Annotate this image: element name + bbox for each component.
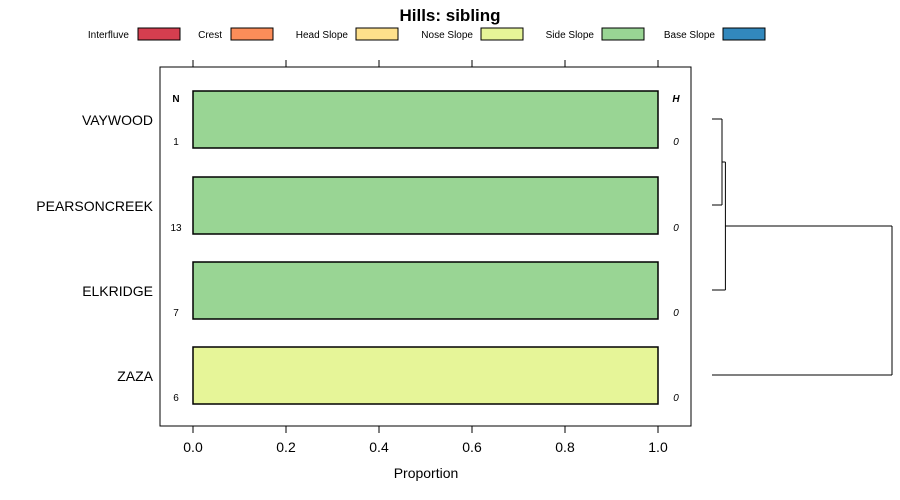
legend-swatch-side-slope xyxy=(601,27,645,41)
h-value: 0 xyxy=(673,393,679,404)
x-tick-label: 0.6 xyxy=(462,439,482,455)
h-column-header: H xyxy=(672,94,680,105)
bar-zaza-nose-slope xyxy=(192,346,659,405)
x-tick-label: 0.2 xyxy=(276,439,296,455)
bar-vaywood-side-slope xyxy=(192,90,659,149)
n-value: 6 xyxy=(173,393,179,404)
n-value: 7 xyxy=(173,308,179,319)
top-axis-ticks xyxy=(192,60,659,67)
x-tick-label: 1.0 xyxy=(648,439,668,455)
n-column-header: N xyxy=(172,94,179,105)
legend-label-head-slope: Head Slope xyxy=(296,30,349,41)
category-label-elkridge: ELKRIDGE xyxy=(82,283,153,299)
legend: Interfluve Crest Head Slope Nose Slope Side … xyxy=(88,27,766,41)
h-value: 0 xyxy=(673,308,679,319)
h-value: 0 xyxy=(673,223,679,234)
category-label-vaywood: VAYWOOD xyxy=(82,112,153,128)
legend-swatch-interfluve xyxy=(137,27,181,41)
dendrogram xyxy=(712,118,893,376)
category-label-pearsoncreek: PEARSONCREEK xyxy=(36,198,153,214)
x-axis-label: Proportion xyxy=(394,465,459,481)
legend-swatch-nose-slope xyxy=(480,27,524,41)
legend-swatch-base-slope xyxy=(722,27,766,41)
bar-pearsoncreek-side-slope xyxy=(192,176,659,235)
x-tick-label: 0.8 xyxy=(555,439,575,455)
legend-label-nose-slope: Nose Slope xyxy=(421,30,473,41)
x-tick-label: 0.0 xyxy=(183,439,203,455)
legend-label-interfluve: Interfluve xyxy=(88,30,130,41)
legend-label-base-slope: Base Slope xyxy=(664,30,716,41)
h-value: 0 xyxy=(673,137,679,148)
chart-title: Hills: sibling xyxy=(399,6,500,25)
category-label-zaza: ZAZA xyxy=(117,368,153,384)
legend-swatch-crest xyxy=(230,27,274,41)
n-value: 1 xyxy=(173,137,179,148)
n-value: 13 xyxy=(170,223,182,234)
x-axis: 0.0 0.2 0.4 0.6 0.8 1.0 xyxy=(183,426,668,455)
bar-rows: VAYWOOD 1 0 PEARSONCREEK 13 0 ELKRIDGE 7 0 ZAZA 6 0 xyxy=(36,90,679,405)
legend-swatch-head-slope xyxy=(355,27,399,41)
bar-elkridge-side-slope xyxy=(192,261,659,320)
x-tick-label: 0.4 xyxy=(369,439,389,455)
legend-label-crest: Crest xyxy=(198,30,222,41)
plot-frame xyxy=(159,66,692,427)
legend-label-side-slope: Side Slope xyxy=(546,30,595,41)
